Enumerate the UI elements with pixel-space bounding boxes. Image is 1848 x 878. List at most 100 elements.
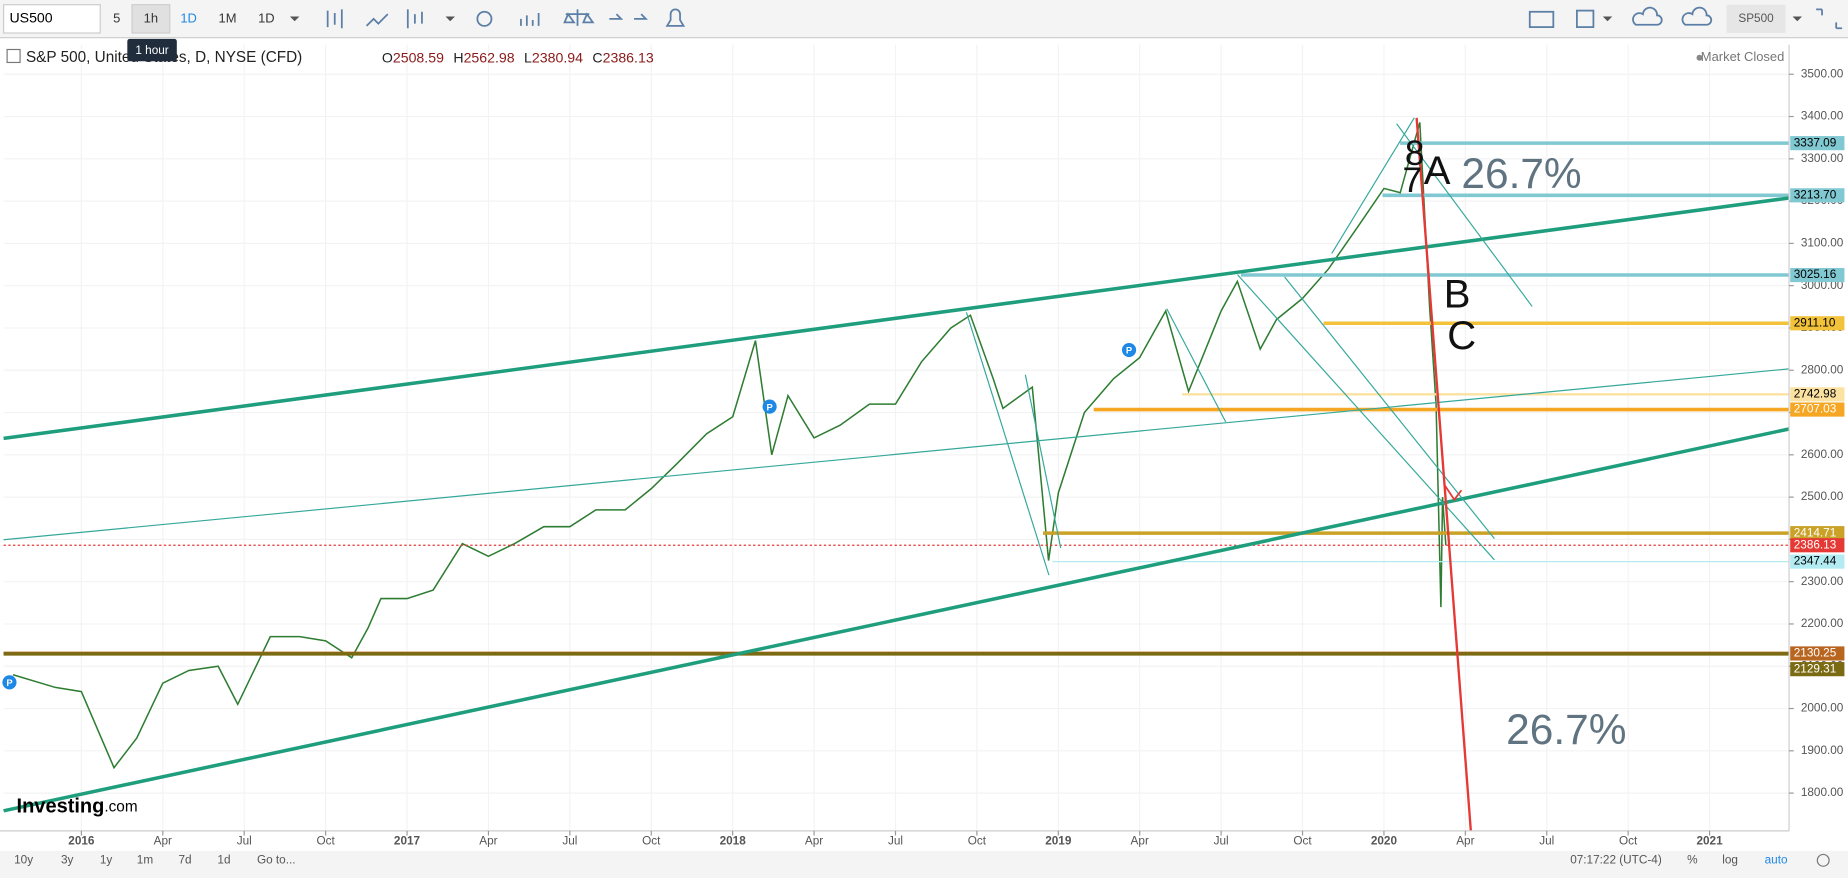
y-tick-label: 3500.00 <box>1801 67 1844 80</box>
settings-icon[interactable] <box>1816 853 1830 867</box>
x-tick-label: Oct <box>968 835 987 848</box>
scale-option[interactable]: log <box>1722 853 1738 866</box>
arrow <box>1444 485 1463 502</box>
event-marker[interactable] <box>2 675 17 690</box>
price-tag-label: 3213.70 <box>1794 188 1837 201</box>
x-tick-label: 2019 <box>1045 835 1072 848</box>
projection-line <box>1415 117 1473 831</box>
range-button[interactable]: 1m <box>137 853 154 866</box>
scale-option[interactable]: % <box>1687 853 1698 866</box>
x-tick-label: Jul <box>1214 835 1229 848</box>
y-tick-label: 3300.00 <box>1801 152 1844 165</box>
annotation: 7 <box>1402 161 1422 200</box>
x-tick-label: 2018 <box>720 835 747 848</box>
logo-brand: Investing <box>17 796 105 818</box>
goto-button[interactable]: Go to... <box>257 853 296 866</box>
trendline <box>1237 274 1495 561</box>
price-tag <box>1790 402 1845 417</box>
price-tag-label: 2742.98 <box>1794 387 1837 400</box>
y-tick-label: 2200.00 <box>1801 617 1844 630</box>
event-marker[interactable] <box>1121 342 1137 358</box>
interval[interactable]: 1D <box>180 10 197 25</box>
ohlc-value: 2380.94 <box>532 50 583 66</box>
y-tick-label: 2600.00 <box>1801 448 1844 461</box>
price-tag <box>1790 316 1845 331</box>
price-tag-label: 2386.13 <box>1794 538 1837 551</box>
y-tick-label: 3100.00 <box>1801 237 1844 250</box>
range-button[interactable]: 1y <box>100 853 113 866</box>
collapse-icon[interactable] <box>6 48 21 64</box>
toolbar <box>0 0 1848 38</box>
x-tick-label: 2016 <box>68 835 95 848</box>
x-tick-label: Apr <box>479 835 497 848</box>
range-button[interactable]: 1d <box>217 853 230 866</box>
trendline <box>1166 308 1227 423</box>
price-tag <box>1790 554 1845 569</box>
price-tag <box>1790 188 1845 203</box>
scale-option[interactable]: auto <box>1765 853 1788 866</box>
x-tick-label: Apr <box>154 835 172 848</box>
ohlc-value: 2386.13 <box>603 50 654 66</box>
x-tick-label: Oct <box>642 835 661 848</box>
range-button[interactable]: 10y <box>14 853 33 866</box>
symbol-box[interactable] <box>2 4 101 34</box>
y-tick-label: 2000.00 <box>1801 702 1844 715</box>
annotation: 26.7% <box>1506 706 1626 753</box>
range-button[interactable]: 7d <box>179 853 192 866</box>
x-tick-label: Oct <box>1293 835 1312 848</box>
symbol[interactable]: US500 <box>9 10 52 26</box>
y-tick-label: 1800.00 <box>1801 786 1844 799</box>
tooltip-text: 1 hour <box>135 44 168 57</box>
annotation: C <box>1447 314 1476 358</box>
dropdown-icon[interactable] <box>289 16 300 22</box>
price-tag-label: 2414.71 <box>1794 526 1837 539</box>
y-tick-label: 1900.00 <box>1801 744 1844 757</box>
clock: 07:17:22 (UTC-4) <box>1570 853 1662 866</box>
price-line <box>12 122 1447 770</box>
event-marker[interactable] <box>762 399 777 414</box>
x-tick-label: Apr <box>1456 835 1474 848</box>
price-tag-label: 3337.09 <box>1794 136 1837 149</box>
x-tick-label: Jul <box>888 835 903 848</box>
logo-suffix: .com <box>104 798 137 815</box>
interval[interactable]: 1M <box>218 10 236 25</box>
interval[interactable]: 1h <box>144 10 158 25</box>
interval[interactable]: 1D <box>258 10 275 25</box>
price-tag-label: 2347.44 <box>1794 555 1837 568</box>
market-status: Market Closed <box>1701 49 1785 64</box>
status-dot <box>1696 54 1703 61</box>
trendline <box>965 312 1050 576</box>
ohlc-key: O <box>382 50 393 66</box>
x-tick-label: Oct <box>316 835 335 848</box>
event-marker-label[interactable]: P <box>6 677 12 688</box>
ohlc-value: 2508.59 <box>393 50 444 66</box>
price-tag <box>1790 538 1845 553</box>
annotation: B <box>1444 273 1471 317</box>
plot-area <box>3 44 1790 831</box>
x-tick-label: Jul <box>562 835 577 848</box>
price-tag <box>1790 526 1845 541</box>
bottom-controls: 10y 3y 1y 1m 7d 1d Go to... 07:17:22 (UTC-4)% lo… <box>14 853 1830 867</box>
symbol-badge-box[interactable] <box>1726 4 1786 33</box>
price-tag-label: 2129.31 <box>1794 662 1837 675</box>
range-button[interactable]: 3y <box>61 853 74 866</box>
price-tag-label: 2911.10 <box>1794 316 1836 329</box>
x-tick-label: Apr <box>1131 835 1149 848</box>
price-tag-label: 2130.25 <box>1794 647 1837 660</box>
ohlc-value: 2562.98 <box>464 50 515 66</box>
toolbar-icons[interactable] <box>326 6 1843 30</box>
bottom-bar <box>0 850 1848 878</box>
x-tick-label: Jul <box>1539 835 1554 848</box>
drawings <box>3 117 1790 831</box>
symbol-badge[interactable]: SP500 <box>1738 12 1774 25</box>
y-tick-label: 3400.00 <box>1801 110 1844 123</box>
event-marker-label[interactable]: P <box>766 401 772 412</box>
interval[interactable]: 5 <box>113 10 120 25</box>
x-tick-label: 2021 <box>1696 835 1723 848</box>
active-interval[interactable] <box>131 4 171 34</box>
event-marker-label[interactable]: P <box>1126 345 1132 356</box>
x-tick-label: Apr <box>805 835 823 848</box>
price-axis <box>1789 44 1848 831</box>
ohlc-key: H <box>453 50 463 66</box>
